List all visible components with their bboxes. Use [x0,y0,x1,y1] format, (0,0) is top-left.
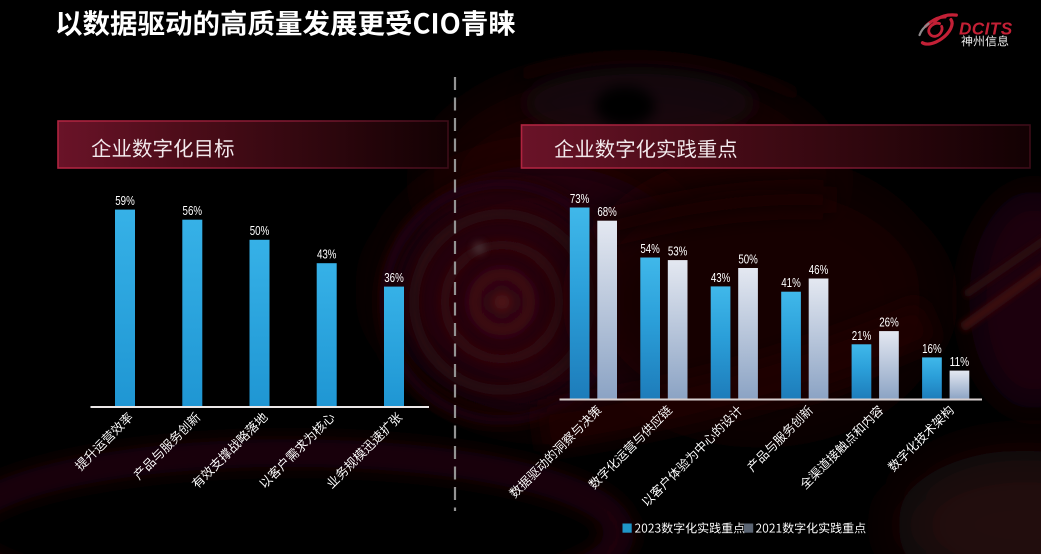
svg-text:46%: 46% [809,262,829,277]
svg-text:54%: 54% [640,241,660,256]
svg-text:53%: 53% [668,244,688,259]
svg-text:16%: 16% [922,341,942,356]
svg-text:68%: 68% [597,204,617,219]
svg-text:43%: 43% [317,247,337,262]
svg-text:21%: 21% [852,328,872,343]
svg-text:43%: 43% [711,270,731,285]
svg-text:26%: 26% [879,315,899,330]
svg-text:41%: 41% [781,275,801,290]
svg-text:73%: 73% [570,191,590,206]
svg-text:DCITS: DCITS [959,19,1013,39]
svg-text:36%: 36% [384,270,404,285]
svg-text:50%: 50% [250,223,270,238]
svg-text:50%: 50% [738,252,758,267]
svg-text:59%: 59% [115,193,135,208]
svg-text:56%: 56% [183,203,203,218]
svg-text:11%: 11% [950,354,970,369]
